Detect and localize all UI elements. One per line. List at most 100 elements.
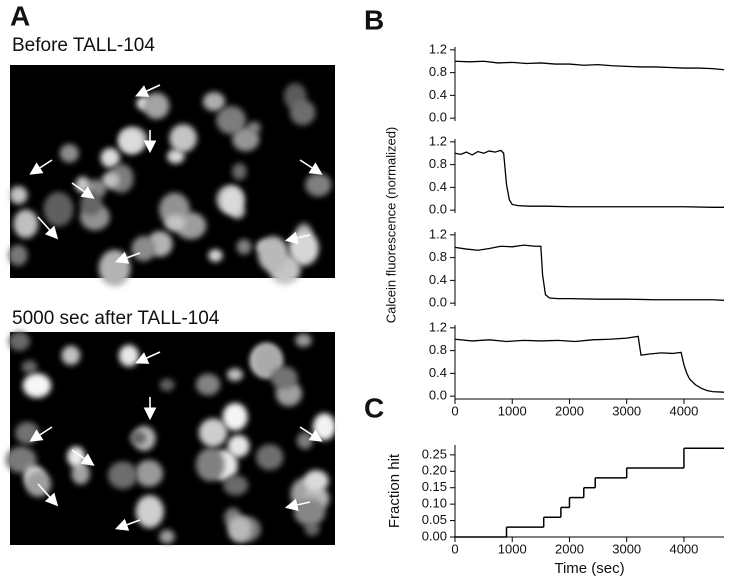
image-caption: 5000 sec after TALL-104 (12, 308, 220, 329)
trace (454, 149, 724, 208)
y-tick-label: 1.2 (429, 319, 447, 334)
cell (135, 459, 163, 487)
x-tick-label: 3000 (612, 541, 641, 556)
cell (5, 446, 37, 474)
y-tick-label: 0.0 (429, 295, 447, 310)
x-tick-label: 3000 (612, 403, 641, 418)
arrow (299, 159, 323, 175)
cell (59, 144, 79, 163)
micrograph (8, 65, 335, 287)
x-tick-label: 0 (451, 403, 458, 418)
arrow (37, 483, 59, 507)
cell (219, 186, 244, 215)
cell (80, 191, 102, 216)
cell (223, 475, 249, 496)
arrow (299, 426, 323, 442)
cell (270, 366, 298, 390)
cell (202, 92, 226, 112)
x-tick-label: 4000 (669, 403, 698, 418)
cell (118, 344, 139, 367)
arrow (29, 426, 53, 442)
cell (100, 147, 120, 168)
y-tick-label: 0.4 (429, 179, 447, 194)
cell (166, 149, 185, 164)
arrow (135, 84, 161, 97)
cell (305, 173, 332, 197)
y-tick-label: 0.4 (429, 87, 447, 102)
arrow (37, 216, 59, 240)
cell (198, 418, 228, 447)
cell (195, 373, 221, 396)
cell (22, 373, 52, 398)
arrow (284, 498, 311, 512)
trace (454, 60, 725, 71)
y-tick-label: 0.25 (422, 446, 447, 461)
panel-label: A (10, 0, 30, 31)
cell (289, 99, 316, 126)
cell (257, 236, 289, 273)
arrow (71, 449, 95, 466)
cell (131, 236, 156, 262)
cell (222, 402, 248, 431)
cell (21, 360, 38, 374)
cell (43, 191, 74, 227)
cell (236, 239, 252, 255)
image-caption: Before TALL-104 (12, 35, 155, 56)
y-axis-label: Calcein fluorescence (normalized) (383, 127, 398, 324)
cell (107, 461, 138, 489)
y-tick-label: 0.10 (422, 496, 447, 511)
cell (164, 214, 186, 232)
cell (8, 331, 31, 351)
y-tick-label: 0.4 (429, 272, 447, 287)
x-tick-label: 2000 (555, 403, 584, 418)
y-tick-label: 1.2 (429, 41, 447, 56)
panel-label: B (364, 4, 384, 35)
arrow (114, 251, 141, 264)
y-tick-label: 0.0 (429, 388, 447, 403)
y-tick-label: 0.8 (429, 342, 447, 357)
micrograph (5, 331, 336, 545)
cell (312, 413, 336, 441)
cell (227, 515, 252, 543)
cell (159, 529, 175, 544)
cell (208, 249, 223, 262)
cell (101, 172, 120, 189)
y-tick-label: 0.0 (429, 110, 447, 125)
cell (294, 498, 326, 526)
cell (169, 124, 197, 153)
cell (118, 128, 145, 155)
cell (232, 127, 260, 152)
arrow (71, 182, 95, 199)
cell (71, 462, 90, 485)
y-tick-label: 0.20 (422, 463, 447, 478)
y-axis-label: Fraction hit (386, 453, 403, 528)
arrow (135, 351, 161, 364)
cell (13, 209, 39, 239)
panel-label: C (364, 392, 384, 423)
y-tick-label: 1.2 (429, 226, 447, 241)
cell (295, 333, 312, 347)
y-tick-label: 0.0 (429, 202, 447, 217)
cell (143, 92, 170, 120)
x-tick-label: 0 (451, 541, 458, 556)
trace (454, 244, 725, 301)
cell (255, 444, 284, 470)
y-tick-label: 0.8 (429, 249, 447, 264)
x-axis-label: Time (sec) (554, 560, 624, 577)
x-tick-label: 1000 (498, 541, 527, 556)
y-tick-label: 0.8 (429, 64, 447, 79)
cell (195, 448, 225, 482)
cell (61, 345, 81, 366)
cell (216, 105, 247, 135)
arrow (284, 231, 311, 245)
cell (135, 495, 164, 528)
trace (454, 335, 725, 393)
x-tick-label: 2000 (555, 541, 584, 556)
cell (159, 378, 175, 392)
cell (227, 434, 250, 458)
arrow (29, 159, 53, 175)
cell (8, 244, 28, 266)
x-tick-label: 4000 (669, 541, 698, 556)
cell (15, 421, 40, 445)
